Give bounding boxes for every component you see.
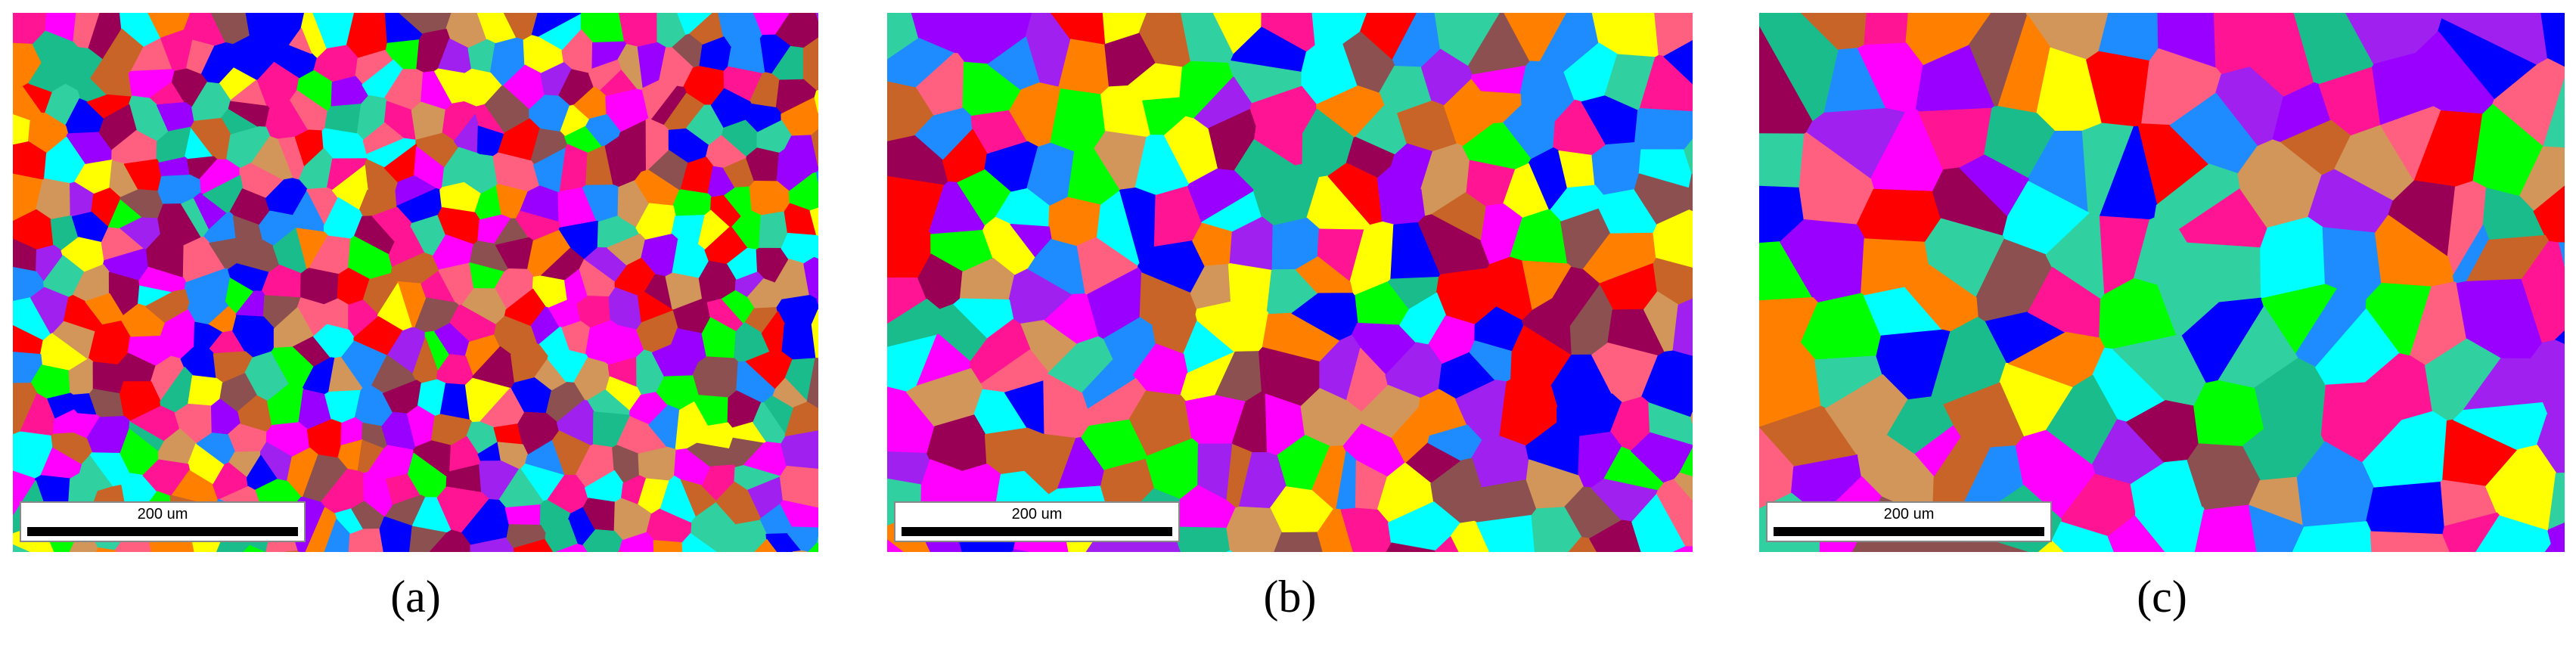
grain <box>792 550 808 552</box>
grain <box>815 13 818 21</box>
grain <box>1690 411 1693 424</box>
grain <box>2540 13 2565 68</box>
grain <box>754 538 777 552</box>
panel-label: (a) <box>390 572 441 622</box>
grain <box>781 430 818 470</box>
grain <box>1759 133 1805 189</box>
grain <box>1097 191 1140 266</box>
grain <box>2370 531 2451 552</box>
grain <box>784 402 818 438</box>
grain <box>780 500 818 529</box>
grain <box>289 27 312 54</box>
grain-image <box>1759 13 2565 552</box>
grain <box>1856 188 1942 243</box>
grain-map: 200 um <box>1759 13 2565 552</box>
grain <box>815 171 818 182</box>
scale-bar-line <box>902 527 1172 536</box>
grain <box>95 547 116 552</box>
grain <box>1274 532 1324 552</box>
grain <box>808 542 818 552</box>
scale-bar-line <box>1774 527 2044 536</box>
grain <box>1759 541 1781 552</box>
grain <box>1663 40 1693 85</box>
scale-bar: 200 um <box>894 501 1180 542</box>
grain <box>1864 13 1910 46</box>
grain <box>1011 549 1028 552</box>
grain <box>504 504 542 526</box>
grain-image <box>13 13 818 552</box>
grain <box>781 324 817 361</box>
grain <box>887 539 904 552</box>
scale-bar: 200 um <box>1766 501 2052 542</box>
grain <box>1591 141 1642 197</box>
grain-map: 200 um <box>13 13 818 552</box>
grain <box>1674 472 1693 501</box>
scale-bar-line <box>27 527 298 536</box>
grain <box>672 189 712 217</box>
panel-label: (c) <box>2137 572 2187 622</box>
grain <box>953 298 1014 340</box>
grain <box>605 376 642 411</box>
scale-bar-text: 200 um <box>1883 506 1935 523</box>
grain <box>243 544 265 552</box>
grain <box>1673 546 1693 552</box>
grain <box>348 528 385 552</box>
grain <box>811 129 818 167</box>
grain <box>98 104 137 151</box>
grain <box>814 89 818 113</box>
grain <box>251 135 293 181</box>
grain <box>1471 436 1530 489</box>
grain <box>2193 380 2264 448</box>
grain <box>1050 88 1106 153</box>
grain <box>816 298 818 305</box>
grain <box>1296 256 1354 295</box>
grain <box>653 540 684 552</box>
grain <box>2038 540 2064 552</box>
grain <box>2547 523 2565 550</box>
grain <box>13 544 29 552</box>
grain <box>638 446 677 482</box>
grain <box>617 550 622 552</box>
grain <box>1653 209 1693 269</box>
grain-image <box>887 13 1693 552</box>
grain <box>28 62 67 93</box>
grain <box>2194 504 2258 552</box>
grain <box>1227 550 1233 552</box>
grain <box>1174 526 1231 552</box>
grain <box>1634 108 1693 151</box>
panel-label: (b) <box>1263 572 1317 622</box>
grain <box>1231 26 1308 72</box>
grain <box>2544 543 2565 552</box>
grain <box>285 550 299 552</box>
grain <box>776 295 818 326</box>
grain <box>691 356 740 399</box>
scale-bar-text: 200 um <box>1011 506 1063 523</box>
grain <box>2366 481 2446 535</box>
grain <box>1959 154 2029 217</box>
scale-bar: 200 um <box>20 501 306 542</box>
grain <box>1688 173 1693 212</box>
scale-bar-text: 200 um <box>137 506 188 523</box>
grain <box>1435 536 1459 552</box>
grain <box>556 544 588 552</box>
grain-map: 200 um <box>887 13 1693 552</box>
